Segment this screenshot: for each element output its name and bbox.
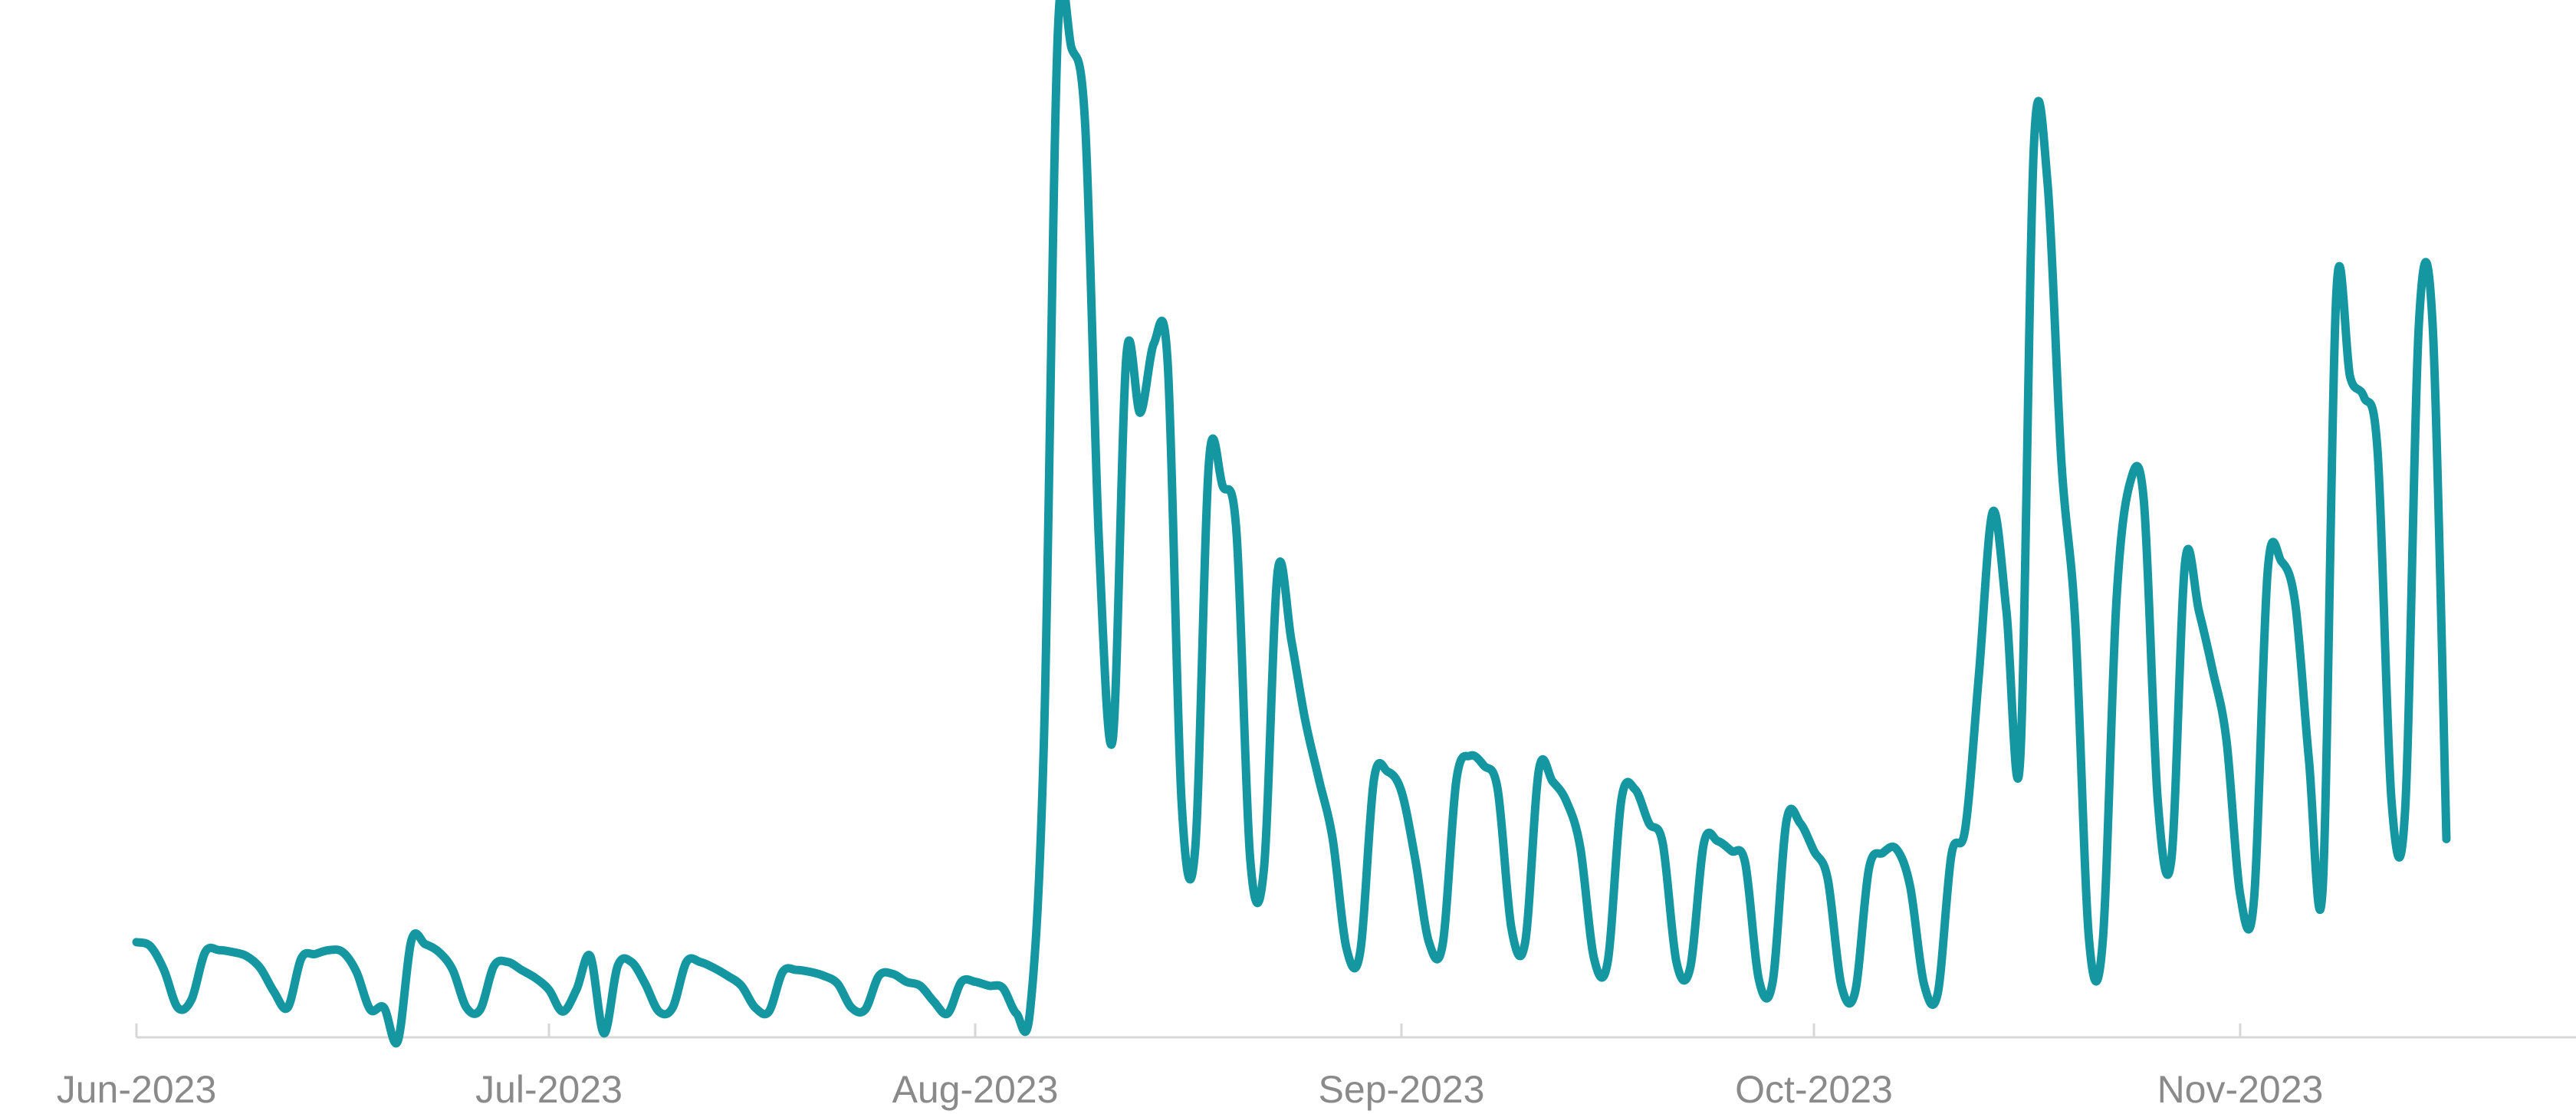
x-tick-label: Aug-2023 — [892, 1068, 1059, 1111]
x-tick-label: Oct-2023 — [1735, 1068, 1893, 1111]
x-tick-label: Jun-2023 — [57, 1068, 217, 1111]
x-axis — [135, 1024, 2576, 1039]
series-line — [132, 0, 2451, 1048]
x-tick-label: Nov-2023 — [2157, 1068, 2324, 1111]
x-tick-label: Sep-2023 — [1319, 1068, 1485, 1111]
x-tick-label: Jul-2023 — [475, 1068, 623, 1111]
series-group — [132, 0, 2451, 1048]
x-tick-labels: Jun-2023 Jul-2023 Aug-2023 Sep-2023 Oct-2023… — [57, 1068, 2324, 1111]
